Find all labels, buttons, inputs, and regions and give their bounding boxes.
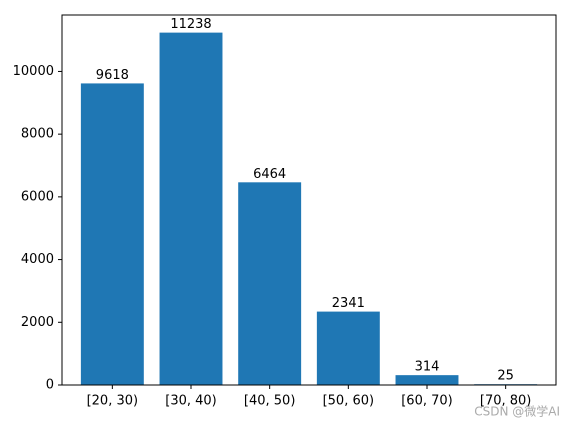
y-tick-label: 2000 [21,315,54,330]
y-tick-label: 8000 [21,127,54,142]
y-tick-label: 4000 [21,252,54,267]
y-tick-label: 10000 [13,64,54,79]
x-tick-label: [60, 70) [401,394,453,409]
y-tick-label: 0 [46,378,54,393]
bar [159,32,223,385]
x-tick-label: [30, 40) [165,394,217,409]
x-tick-label: [70, 80) [480,394,532,409]
value-label: 25 [497,369,514,384]
y-tick-label: 6000 [21,189,54,204]
axes-frame [61,14,557,386]
value-label: 314 [415,360,440,375]
value-label: 11238 [170,17,211,32]
bar [316,311,380,385]
x-tick-label: [40, 50) [244,394,296,409]
bar [80,83,144,386]
bar [395,375,459,385]
value-label: 9618 [96,68,129,83]
value-label: 6464 [253,167,286,182]
x-tick-label: [50, 60) [323,394,375,409]
bar [238,182,302,385]
value-label: 2341 [332,296,365,311]
watermark: CSDN @微学AI [474,404,560,419]
x-tick-label: [20, 30) [87,394,139,409]
